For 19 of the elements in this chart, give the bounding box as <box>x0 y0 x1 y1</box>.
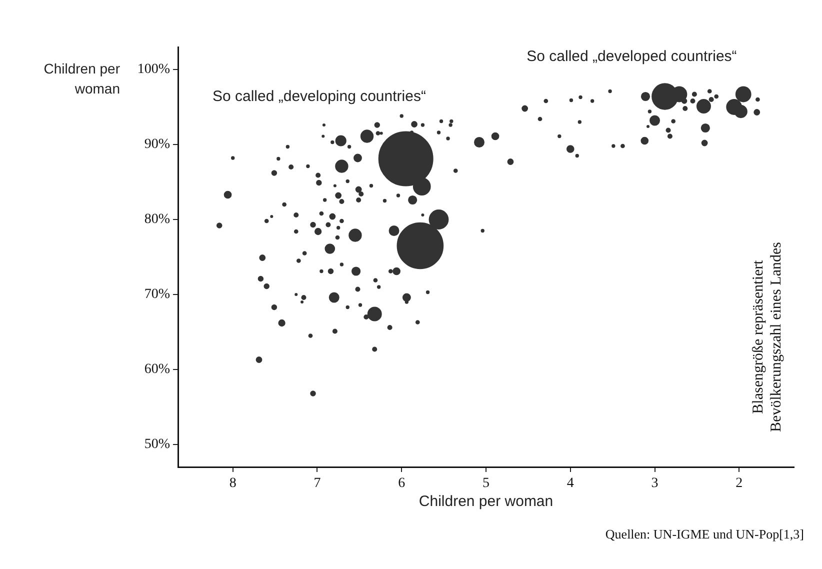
y-tick-label: 80% <box>144 212 170 228</box>
source-note: Quellen: UN-IGME und UN-Pop[1,3] <box>605 526 804 542</box>
x-tick-label: 3 <box>651 476 658 492</box>
y-axis-title: Children per woman <box>44 60 120 96</box>
annotation: So called „developed countries“ <box>526 48 737 66</box>
x-tick-label: 8 <box>229 476 236 492</box>
y-tick-label: 70% <box>144 287 170 302</box>
y-tick-label: 90% <box>144 137 170 152</box>
x-tick-label: 2 <box>736 476 743 492</box>
x-axis-title: Children per woman <box>418 493 554 510</box>
annotation: So called „developing countries“ <box>212 88 426 106</box>
y-tick-label: 100% <box>137 62 170 78</box>
y-tick-label: 50% <box>144 437 170 452</box>
x-tick-label: 5 <box>482 476 490 492</box>
x-tick-label: 7 <box>314 476 321 492</box>
annotation: Blasengröße repräsentiert Bevölkerungszahl eines Landes <box>750 242 784 432</box>
y-tick-label: 60% <box>144 362 170 378</box>
x-tick-label: 4 <box>566 476 574 492</box>
x-tick-label: 6 <box>398 476 406 492</box>
